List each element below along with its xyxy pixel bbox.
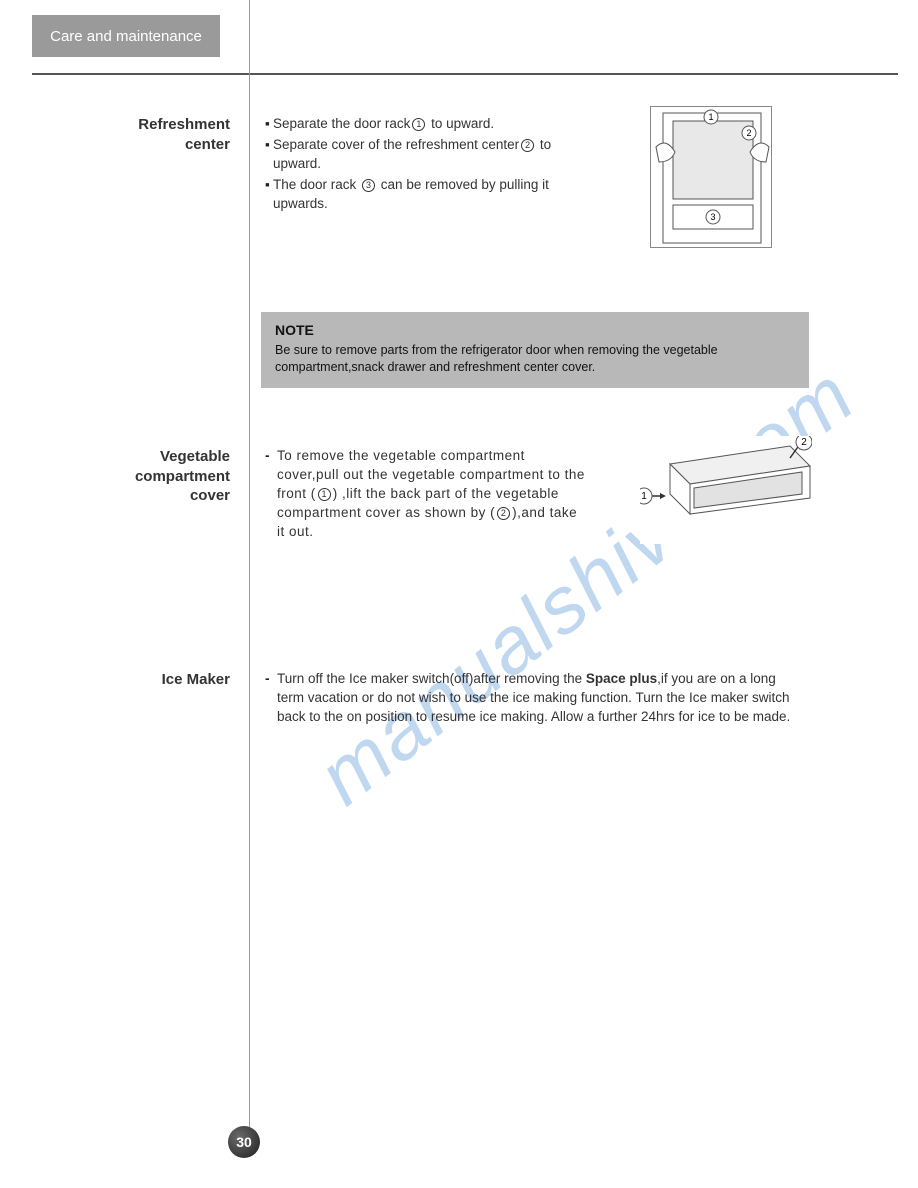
list-item: - To remove the vegetable compartment co…	[265, 447, 585, 541]
text-span: Separate cover of the refreshment center	[273, 137, 519, 152]
illustration-vegetable: 1 2	[640, 436, 812, 544]
vegetable-body: - To remove the vegetable compartment co…	[265, 447, 585, 543]
bullet-icon: ▪	[265, 176, 273, 195]
circled-number-icon: 2	[497, 507, 510, 520]
watermark-text: manualshive.com	[301, 349, 872, 823]
list-text: Separate cover of the refreshment center…	[273, 136, 600, 174]
heading-line: cover	[190, 487, 230, 504]
svg-text:2: 2	[746, 128, 751, 138]
horizontal-rule	[32, 73, 898, 75]
note-callout: NOTE Be sure to remove parts from the re…	[261, 312, 809, 388]
text-span: The door rack	[273, 177, 360, 192]
note-title: NOTE	[275, 322, 795, 338]
dash-icon: -	[265, 670, 277, 689]
heading-ice-maker: Ice Maker	[30, 670, 230, 690]
svg-text:2: 2	[801, 437, 807, 448]
svg-text:1: 1	[641, 491, 647, 502]
list-text: To remove the vegetable compartment cove…	[277, 447, 585, 541]
bullet-icon: ▪	[265, 136, 273, 155]
list-item: ▪ Separate cover of the refreshment cent…	[265, 136, 600, 174]
circled-number-icon: 1	[412, 118, 425, 131]
heading-line: Refreshment	[138, 116, 230, 133]
list-text: Turn off the Ice maker switch(off)after …	[277, 670, 795, 727]
list-text: The door rack 3 can be removed by pullin…	[273, 176, 600, 214]
circled-number-icon: 2	[521, 139, 534, 152]
dash-icon: -	[265, 447, 277, 466]
circled-number-icon: 1	[318, 488, 331, 501]
svg-text:3: 3	[710, 212, 715, 222]
refreshment-body: ▪ Separate the door rack1 to upward. ▪ S…	[265, 115, 600, 215]
text-span-bold: Space plus	[586, 671, 657, 686]
list-item: ▪ Separate the door rack1 to upward.	[265, 115, 600, 134]
heading-line: Ice Maker	[162, 671, 230, 688]
heading-vegetable-cover: Vegetable compartment cover	[30, 447, 230, 506]
heading-line: center	[185, 136, 230, 153]
svg-text:1: 1	[708, 112, 713, 122]
bullet-icon: ▪	[265, 115, 273, 134]
list-item: - Turn off the Ice maker switch(off)afte…	[265, 670, 795, 727]
page-number-badge: 30	[228, 1126, 260, 1158]
section-tab: Care and maintenance	[32, 15, 220, 57]
vertical-rule	[249, 0, 250, 1155]
text-span: Separate the door rack	[273, 116, 410, 131]
heading-line: compartment	[135, 468, 230, 485]
heading-refreshment-center: Refreshment center	[30, 115, 230, 154]
text-span: Turn off the Ice maker switch(off)after …	[277, 671, 586, 686]
illustration-refreshment: 1 2 3	[650, 106, 772, 248]
heading-line: Vegetable	[160, 448, 230, 465]
list-text: Separate the door rack1 to upward.	[273, 115, 494, 134]
list-item: ▪ The door rack 3 can be removed by pull…	[265, 176, 600, 214]
note-body: Be sure to remove parts from the refrige…	[275, 342, 795, 376]
circled-number-icon: 3	[362, 179, 375, 192]
text-span: to upward.	[427, 116, 494, 131]
icemaker-body: - Turn off the Ice maker switch(off)afte…	[265, 670, 795, 729]
